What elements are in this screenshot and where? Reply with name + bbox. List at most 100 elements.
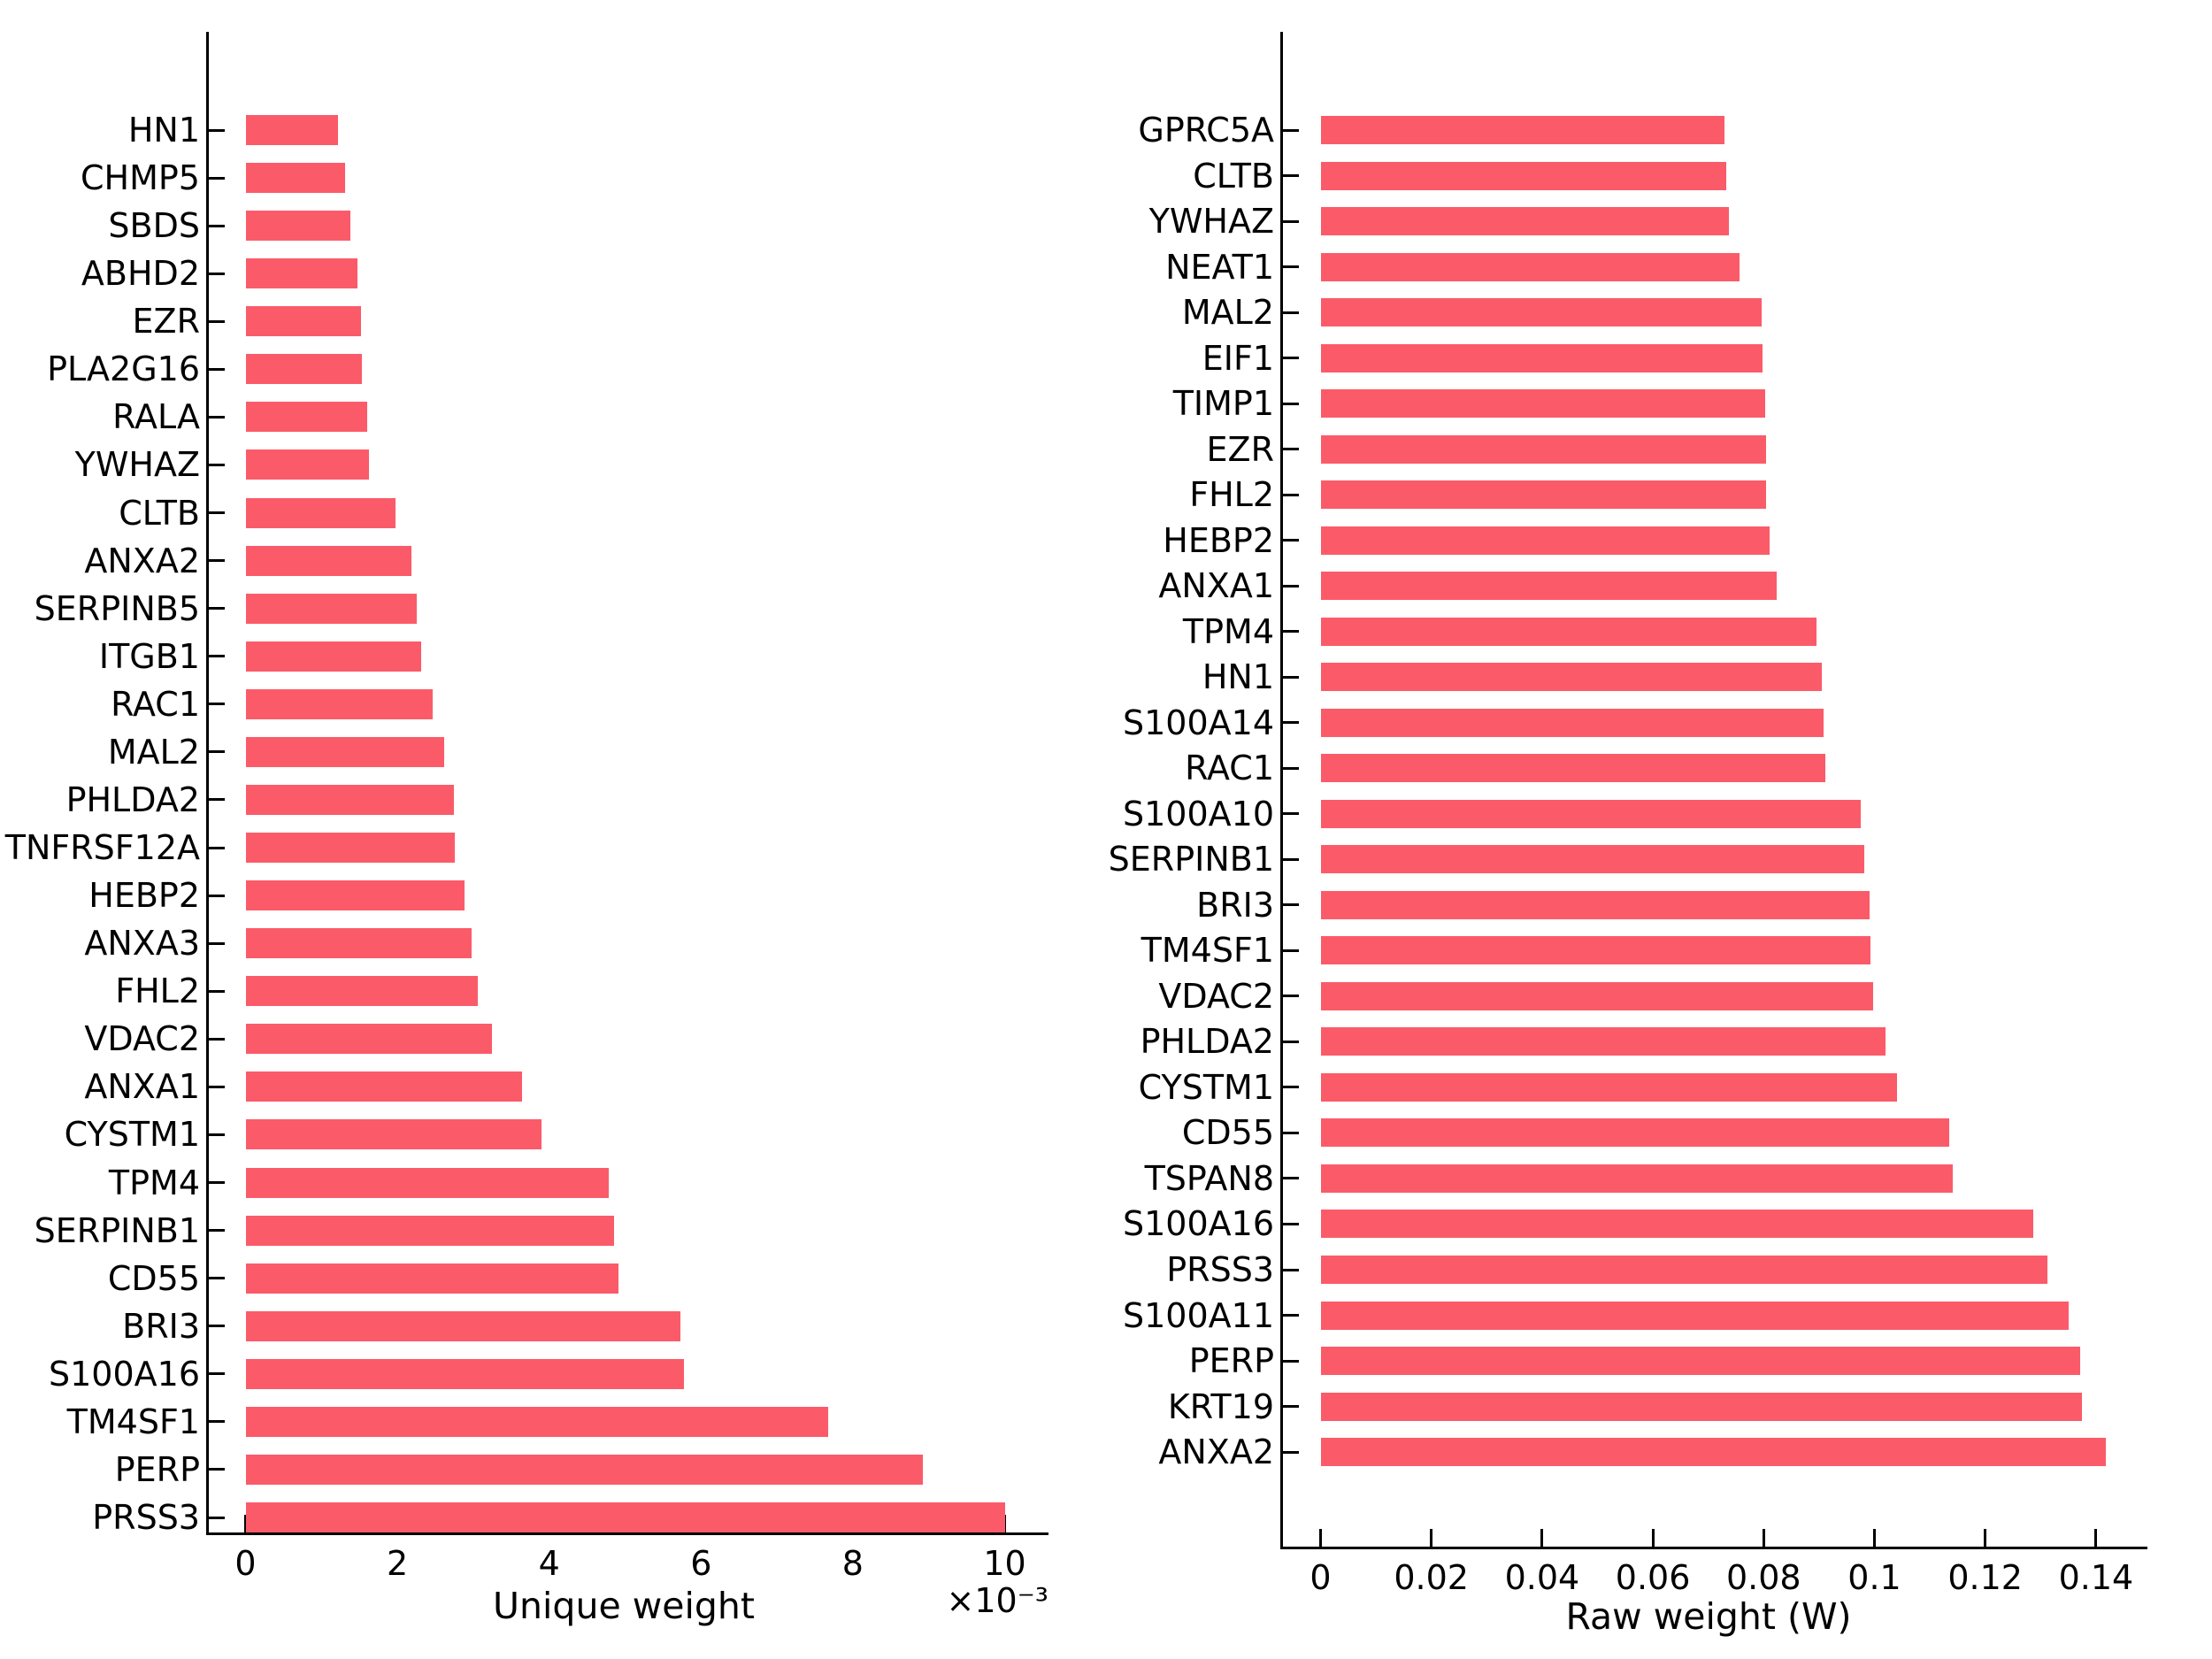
x-tick-mark: [2094, 1529, 2098, 1548]
bar-label: BRI3: [122, 1306, 200, 1346]
bar: [245, 688, 434, 719]
bar-label: SERPINB1: [1108, 840, 1274, 879]
y-tick-mark: [1281, 630, 1299, 634]
y-tick-mark: [1281, 721, 1299, 725]
x-tick-label: 0.04: [1504, 1558, 1580, 1597]
bar: [1320, 1027, 1886, 1056]
bar: [1320, 1118, 1949, 1148]
bar-label: MAL2: [1181, 293, 1274, 333]
bar-label: SERPINB1: [34, 1210, 200, 1250]
bar: [245, 545, 412, 576]
bar: [1320, 1301, 2069, 1330]
y-tick-mark: [207, 319, 225, 323]
bar-label: CYSTM1: [1138, 1067, 1274, 1107]
y-tick-mark: [1281, 995, 1299, 998]
bar: [1320, 116, 1725, 144]
bar-label: PRSS3: [92, 1498, 200, 1538]
bar-label: S100A11: [1123, 1295, 1274, 1335]
y-tick-mark: [1281, 1222, 1299, 1225]
bar: [1320, 1347, 2080, 1376]
x-tick-label: 0: [234, 1544, 257, 1583]
y-tick-mark: [207, 415, 225, 419]
x-axis-spine: [205, 1532, 1048, 1535]
bar: [1320, 526, 1770, 555]
y-tick-mark: [1281, 1450, 1299, 1454]
bar-label: FHL2: [1189, 475, 1274, 515]
bar: [1320, 298, 1763, 327]
bar-label: ANXA3: [84, 924, 200, 964]
bar: [245, 1024, 493, 1055]
bar-label: TSPAN8: [1144, 1158, 1274, 1198]
y-tick-mark: [1281, 448, 1299, 451]
bar-label: MAL2: [107, 732, 200, 772]
bar: [245, 497, 396, 528]
y-axis-spine: [205, 32, 209, 1535]
bar-label: ANXA1: [84, 1067, 200, 1107]
bar-label: S100A14: [1123, 703, 1274, 742]
y-tick-mark: [1281, 1314, 1299, 1317]
y-tick-mark: [207, 846, 225, 849]
bar-label: GPRC5A: [1138, 111, 1274, 150]
bar-label: PERP: [1188, 1341, 1274, 1381]
bar-label: RAC1: [1185, 749, 1274, 788]
bar-label: TPM4: [108, 1163, 200, 1202]
x-axis-offset-label: ×10⁻³: [946, 1581, 1048, 1620]
y-tick-mark: [207, 367, 225, 371]
y-tick-mark: [1281, 1359, 1299, 1363]
bar-label: NEAT1: [1165, 247, 1274, 287]
bar: [245, 928, 472, 959]
bar-label: S100A10: [1123, 794, 1274, 833]
bar-label: TM4SF1: [1141, 931, 1274, 971]
x-tick-mark: [1873, 1529, 1876, 1548]
bar: [1320, 1072, 1898, 1102]
bar: [1320, 480, 1767, 510]
y-tick-mark: [1281, 766, 1299, 770]
bar-label: ITGB1: [98, 636, 200, 676]
bar: [245, 1406, 829, 1437]
bar: [245, 1071, 522, 1102]
y-tick-mark: [1281, 357, 1299, 360]
bar-label: EZR: [132, 302, 200, 342]
bar: [245, 1502, 1005, 1533]
bar: [245, 1310, 681, 1341]
bar: [1320, 799, 1862, 828]
y-tick-mark: [207, 655, 225, 658]
bar: [245, 449, 370, 480]
bar-label: SBDS: [108, 206, 200, 246]
bar: [245, 306, 361, 337]
x-tick-mark: [1984, 1529, 1987, 1548]
y-tick-mark: [207, 511, 225, 515]
bar: [1320, 845, 1864, 874]
bar-label: HEBP2: [88, 876, 200, 916]
bar: [1320, 207, 1730, 236]
y-tick-mark: [1281, 812, 1299, 816]
x-tick-label: 0: [1310, 1558, 1332, 1597]
bar: [1320, 1438, 2107, 1467]
y-tick-mark: [1281, 174, 1299, 178]
y-tick-mark: [207, 272, 225, 275]
bar: [1320, 708, 1824, 737]
y-tick-mark: [207, 1085, 225, 1088]
bar-label: CD55: [107, 1258, 200, 1298]
bar-label: ABHD2: [81, 254, 200, 294]
bar: [245, 1358, 685, 1389]
x-tick-mark: [1319, 1529, 1322, 1548]
y-tick-mark: [207, 1372, 225, 1376]
bar: [245, 1215, 615, 1246]
y-tick-mark: [207, 559, 225, 563]
bar-label: PHLDA2: [1140, 1022, 1274, 1062]
y-tick-mark: [1281, 1131, 1299, 1134]
bar-label: S100A16: [1123, 1204, 1274, 1244]
x-axis-label-unique-weight: Unique weight: [493, 1585, 755, 1627]
y-tick-mark: [207, 894, 225, 897]
y-tick-mark: [1281, 1268, 1299, 1271]
y-tick-mark: [207, 989, 225, 993]
y-tick-mark: [1281, 402, 1299, 405]
bar-label: S100A16: [49, 1354, 200, 1394]
bar: [1320, 1256, 2048, 1284]
bar: [245, 736, 445, 767]
bar: [245, 1263, 618, 1294]
bar-label: PLA2G16: [47, 349, 200, 389]
bar: [245, 115, 339, 145]
